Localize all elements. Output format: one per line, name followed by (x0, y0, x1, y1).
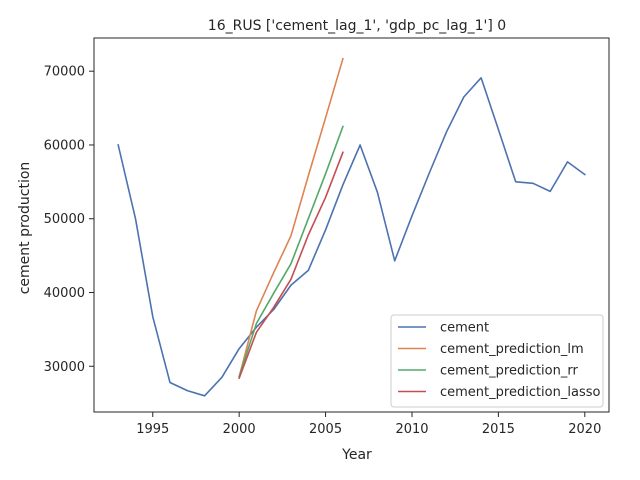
legend-box (390, 314, 604, 408)
x-tick-label: 2000 (223, 422, 256, 437)
series-line-cement-prediction-rr (238, 125, 344, 378)
y-tick-label: 60000 (44, 138, 85, 153)
x-axis: 1995 2000 2005 2010 2015 2020 (136, 412, 601, 437)
series-line-cement-prediction-lasso (238, 151, 344, 380)
x-tick-label: 2020 (568, 422, 601, 437)
legend-entry-label: cement (440, 321, 489, 336)
series-line-cement-prediction-lm (238, 57, 344, 378)
x-axis-label: Year (341, 447, 372, 463)
y-tick-label: 40000 (44, 286, 85, 301)
chart-title: 16_RUS ['cement_lag_1', 'gdp_pc_lag_1'] … (208, 18, 506, 34)
series-lines (117, 57, 586, 397)
plot-frame (93, 37, 610, 413)
x-tick-label: 2010 (395, 422, 428, 437)
x-tick-label: 2015 (482, 422, 515, 437)
legend-entry-label: cement_prediction_rr (440, 364, 578, 379)
y-tick-label: 70000 (44, 65, 85, 80)
legend: cement cement_prediction_lm cement_predict… (390, 314, 604, 408)
legend-entry-label: cement_prediction_lm (440, 342, 584, 357)
x-tick-label: 2005 (309, 422, 342, 437)
y-tick-label: 50000 (44, 212, 85, 227)
y-axis-label: cement production (17, 162, 33, 295)
y-tick-label: 30000 (44, 360, 85, 375)
x-tick-label: 1995 (136, 422, 169, 437)
legend-entry-label: cement_prediction_lasso (440, 385, 600, 400)
series-line-cement (117, 77, 586, 397)
y-axis: 30000 40000 50000 60000 70000 (44, 65, 94, 375)
